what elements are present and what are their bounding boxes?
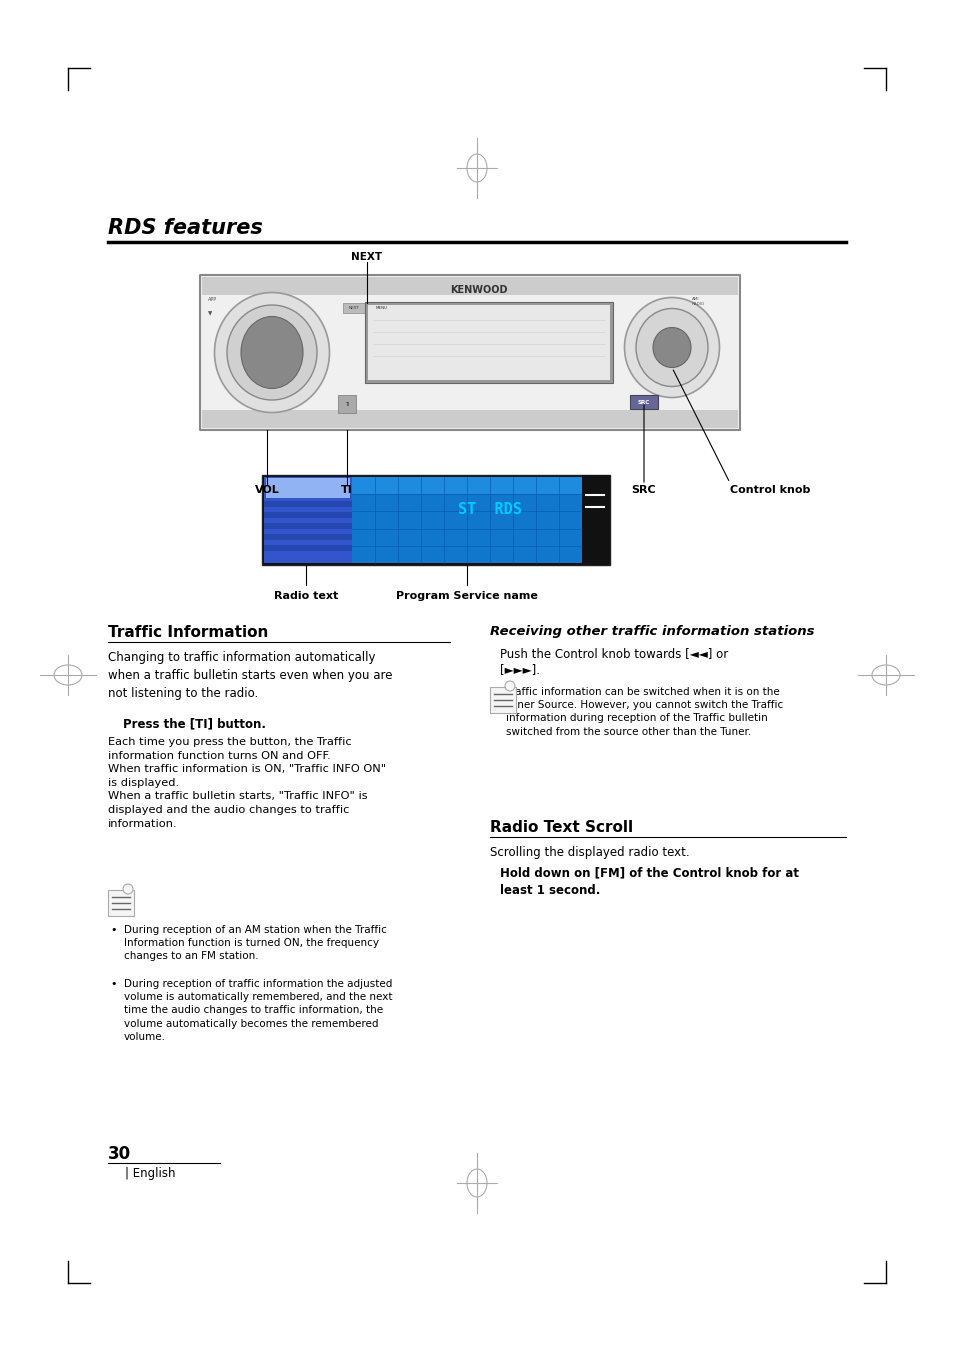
Bar (264, 501, 352, 507)
Text: KENWOOD: KENWOOD (450, 285, 507, 295)
Text: APP: APP (208, 297, 217, 303)
Text: •: • (110, 979, 116, 989)
Text: Traffic information can be switched when it is on the
Tuner Source. However, you: Traffic information can be switched when… (505, 688, 782, 736)
Text: AMI
RADIO: AMI RADIO (691, 297, 704, 305)
Text: SRC: SRC (631, 485, 656, 494)
Bar (365, 303, 613, 382)
Text: ▼: ▼ (208, 311, 212, 316)
Ellipse shape (624, 297, 719, 397)
Text: | English: | English (125, 1167, 175, 1179)
Bar (262, 476, 609, 565)
Text: 30: 30 (108, 1146, 131, 1163)
Bar (264, 512, 352, 517)
Text: Receiving other traffic information stations: Receiving other traffic information stat… (490, 626, 814, 638)
Text: Push the Control knob towards [◄◄] or: Push the Control knob towards [◄◄] or (499, 647, 727, 661)
Text: Radio Text Scroll: Radio Text Scroll (490, 820, 633, 835)
Bar (202, 409, 738, 428)
Bar (266, 478, 350, 499)
Bar (264, 523, 352, 530)
Text: RDS features: RDS features (108, 218, 262, 238)
Bar (368, 305, 609, 380)
Text: During reception of traffic information the adjusted
volume is automatically rem: During reception of traffic information … (124, 979, 392, 1042)
Ellipse shape (636, 308, 707, 386)
Ellipse shape (241, 316, 303, 389)
Text: ⊙: ⊙ (108, 890, 132, 917)
Bar (108, 890, 133, 916)
Text: Each time you press the button, the Traffic
information function turns ON and OF: Each time you press the button, the Traf… (108, 738, 386, 828)
Ellipse shape (227, 305, 316, 400)
Ellipse shape (652, 327, 690, 367)
Text: Radio text: Radio text (274, 590, 337, 601)
Text: Hold down on [FM] of the Control knob for at
least 1 second.: Hold down on [FM] of the Control knob fo… (499, 866, 799, 897)
Bar (581, 476, 609, 565)
Text: TI: TI (344, 401, 349, 407)
Bar (490, 688, 516, 713)
Text: Traffic Information: Traffic Information (108, 626, 268, 640)
Text: [►►►].: [►►►]. (499, 663, 539, 676)
Text: TI: TI (341, 485, 353, 494)
Bar (352, 477, 581, 494)
Text: •: • (492, 688, 498, 697)
Circle shape (123, 884, 132, 894)
Text: ST  RDS: ST RDS (457, 501, 521, 516)
Bar (352, 477, 581, 563)
Text: Program Service name: Program Service name (395, 590, 537, 601)
Text: •: • (110, 925, 116, 935)
Text: Control knob: Control knob (729, 485, 809, 494)
Text: NEXT: NEXT (348, 305, 359, 309)
Text: During reception of an AM station when the Traffic
Information function is turne: During reception of an AM station when t… (124, 925, 387, 962)
Text: NEXT: NEXT (351, 253, 382, 262)
Text: Scrolling the displayed radio text.: Scrolling the displayed radio text. (490, 846, 689, 859)
Bar (264, 544, 352, 551)
Text: SRC: SRC (638, 400, 649, 404)
Bar (264, 477, 352, 563)
Bar (343, 303, 365, 313)
Ellipse shape (214, 293, 329, 412)
Bar (629, 394, 658, 409)
Bar (371, 303, 393, 313)
Text: Press the [TI] button.: Press the [TI] button. (123, 717, 266, 730)
Bar (200, 276, 740, 430)
Bar (202, 277, 738, 295)
Bar (264, 534, 352, 540)
Text: Changing to traffic information automatically
when a traffic bulletin starts eve: Changing to traffic information automati… (108, 651, 392, 700)
Text: VOL: VOL (254, 485, 279, 494)
Circle shape (504, 681, 515, 690)
Bar (337, 394, 355, 413)
Text: MENU: MENU (375, 305, 388, 309)
